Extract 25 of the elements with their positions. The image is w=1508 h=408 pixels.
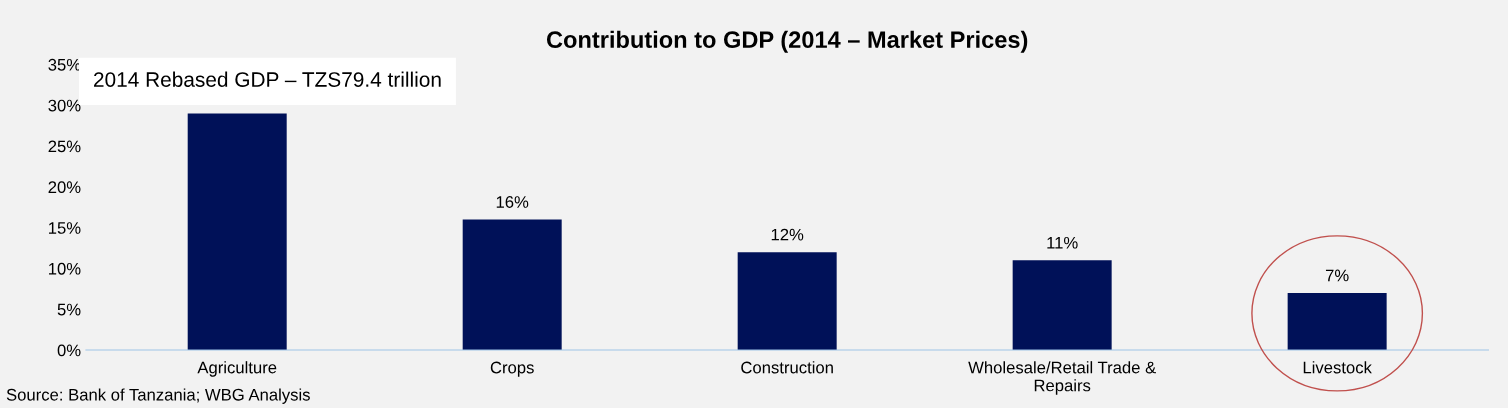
- data-label: 12%: [771, 228, 804, 241]
- y-tick-label: 10%: [49, 262, 81, 275]
- bar: [187, 113, 287, 351]
- chart-title: Contribution to GDP (2014 – Market Prices): [546, 30, 1028, 53]
- x-tick-label: Livestock: [1303, 361, 1372, 374]
- x-tick-label: Wholesale/Retail Trade & Repairs: [968, 361, 1156, 395]
- x-tick-label: Construction: [741, 361, 833, 374]
- bar: [462, 219, 562, 351]
- y-tick-label: 20%: [48, 181, 81, 194]
- annotation: 2014 Rebased GDP – TZS79.4 trillion: [94, 71, 441, 87]
- data-label: 11%: [1047, 236, 1078, 249]
- y-tick-label: 5%: [57, 303, 81, 316]
- bar: [1012, 260, 1112, 351]
- data-label: 7%: [1325, 269, 1349, 282]
- data-label: 16%: [496, 196, 529, 208]
- source-note: Source: Bank of Tanzania; WBG Analysis: [6, 388, 310, 404]
- x-tick-label: Agriculture: [197, 361, 277, 377]
- y-tick-label: 15%: [49, 222, 81, 234]
- y-tick-label: 35%: [48, 58, 81, 71]
- y-tick-label: 25%: [48, 140, 81, 153]
- bar: [1287, 292, 1387, 351]
- bar: [737, 252, 837, 351]
- y-tick-label: 0%: [57, 344, 81, 357]
- y-tick-label: 30%: [48, 99, 81, 112]
- x-tick-label: Crops: [490, 361, 534, 377]
